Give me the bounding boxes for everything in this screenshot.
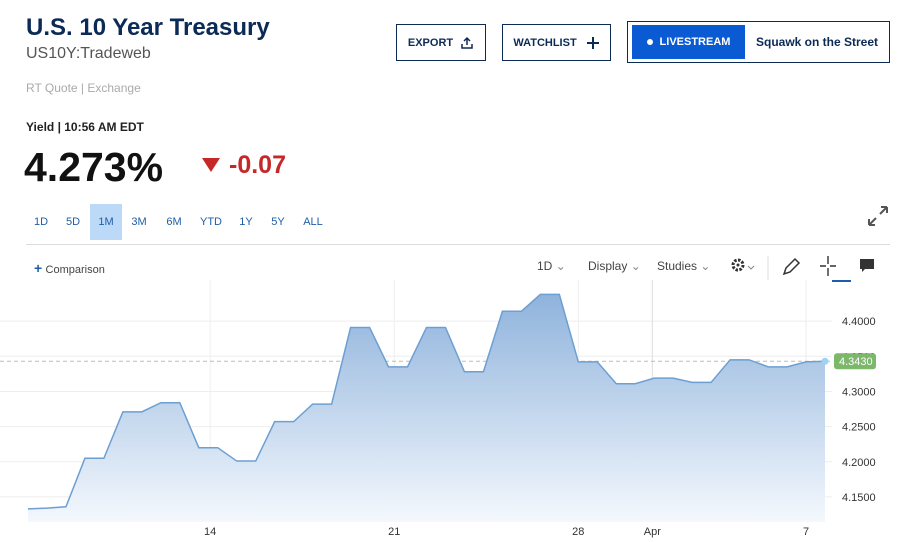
export-button[interactable]: EXPORT bbox=[396, 24, 486, 61]
x-tick-label: 28 bbox=[572, 526, 584, 538]
range-button[interactable]: ALL bbox=[303, 216, 323, 228]
title: U.S. 10 Year Treasury bbox=[26, 14, 270, 41]
x-tick-label: Apr bbox=[644, 526, 661, 538]
livestream-label: LIVESTREAM bbox=[659, 36, 731, 48]
divider bbox=[26, 244, 890, 245]
range-button[interactable]: 5D bbox=[65, 216, 81, 228]
x-tick-label: 21 bbox=[388, 526, 400, 538]
change: -0.07 bbox=[229, 151, 286, 179]
studies-dropdown[interactable]: Studies ⌄ bbox=[657, 259, 711, 273]
quote-label: Yield | 10:56 AM EDT bbox=[26, 120, 144, 134]
watchlist-label: WATCHLIST bbox=[513, 36, 577, 49]
y-tick-label: 4.2000 bbox=[842, 457, 876, 469]
crosshair-icon[interactable] bbox=[820, 256, 836, 276]
comment-icon[interactable] bbox=[860, 259, 874, 272]
show-label: Squawk on the Street bbox=[756, 35, 879, 49]
plus-icon bbox=[586, 36, 599, 49]
y-tick-label: 4.1500 bbox=[842, 492, 876, 504]
interval-label: 1D bbox=[537, 259, 553, 273]
range-button[interactable]: 1M bbox=[90, 204, 122, 240]
display-dropdown[interactable]: Display ⌄ bbox=[588, 259, 641, 273]
line bbox=[27, 293, 826, 510]
studies-label: Studies bbox=[657, 259, 698, 273]
export-icon bbox=[461, 36, 473, 49]
livestream-button[interactable]: LIVESTREAM Squawk on the Street bbox=[627, 21, 890, 63]
reference-badge bbox=[834, 353, 876, 370]
x-tick-label: 14 bbox=[204, 526, 216, 538]
watchlist-button[interactable]: WATCHLIST bbox=[502, 24, 611, 61]
draw-icon[interactable] bbox=[782, 257, 801, 276]
y-tick-label: 4.2500 bbox=[842, 422, 876, 434]
expand-icon[interactable] bbox=[866, 204, 890, 228]
symbol: US10Y:Tradeweb bbox=[26, 45, 151, 62]
price: 4.273% bbox=[24, 144, 164, 190]
range-button[interactable]: YTD bbox=[200, 216, 222, 228]
y-tick-label: 4.4000 bbox=[842, 316, 876, 328]
last-point bbox=[821, 357, 829, 365]
export-label: EXPORT bbox=[407, 36, 454, 49]
range-button[interactable]: 1D bbox=[33, 216, 49, 228]
livestream-badge: LIVESTREAM bbox=[632, 25, 745, 59]
settings-icon[interactable] bbox=[731, 258, 755, 272]
down-arrow bbox=[202, 158, 220, 172]
range-button[interactable]: 6M bbox=[166, 216, 182, 228]
interval-dropdown[interactable]: 1D ⌄ bbox=[537, 259, 566, 273]
quote-source: RT Quote | Exchange bbox=[26, 81, 141, 95]
y-tick-label: 4.3000 bbox=[842, 386, 876, 398]
chart: 4.15004.20004.25004.30004.35004.40001421… bbox=[0, 280, 876, 538]
range-button[interactable]: 3M bbox=[131, 216, 147, 228]
range-button[interactable]: 5Y bbox=[271, 216, 285, 228]
live-dot bbox=[646, 39, 653, 45]
area-fill bbox=[28, 294, 825, 522]
x-tick-label: 7 bbox=[803, 526, 809, 538]
comparison-label: Comparison bbox=[45, 264, 105, 276]
reference-label: 4.3430 bbox=[839, 356, 873, 368]
range-button[interactable]: 1Y bbox=[239, 216, 253, 228]
display-label: Display bbox=[588, 259, 628, 273]
comparison-button[interactable]: + Comparison bbox=[34, 260, 105, 276]
